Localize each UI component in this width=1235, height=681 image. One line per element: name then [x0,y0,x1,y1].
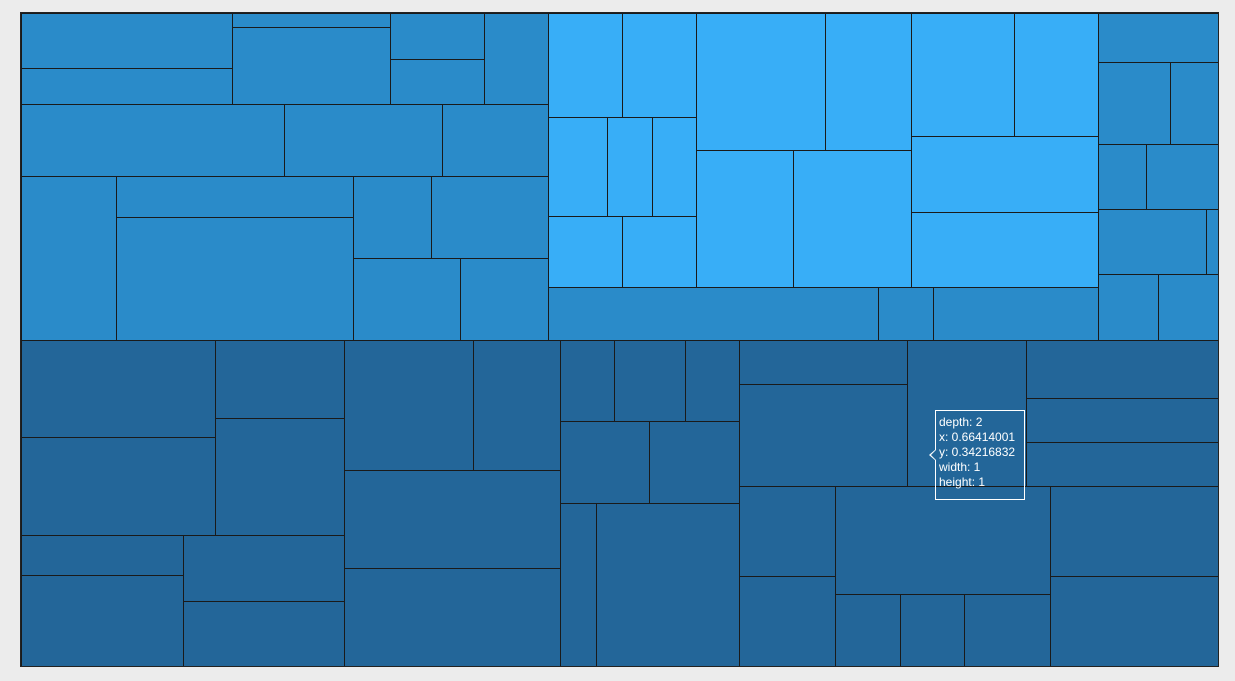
tooltip-height: height: 1 [939,475,986,489]
treemap-cell-11[interactable] [21,176,117,341]
treemap-cell-6[interactable] [390,59,485,105]
treemap-cell-12[interactable] [116,176,354,218]
treemap-cell-9[interactable] [284,104,443,177]
tooltip-pointer [929,449,936,461]
treemap-cell-62[interactable] [560,503,597,667]
treemap-cell-61[interactable] [649,421,740,504]
treemap-cell-47[interactable] [215,340,345,419]
treemap-cell-24[interactable] [622,216,697,288]
treemap-cell-46[interactable] [21,437,216,536]
treemap-cell-55[interactable] [344,470,561,569]
treemap-cell-16[interactable] [353,258,461,341]
treemap-canvas [21,13,1218,666]
treemap-cell-33[interactable] [548,287,879,341]
treemap-cell-64[interactable] [739,340,908,385]
treemap-cell-8[interactable] [21,104,285,177]
treemap-cell-45[interactable] [21,340,216,438]
tooltip-width: width: 1 [939,460,981,474]
treemap-cell-3[interactable] [232,13,391,28]
treemap-cell-23[interactable] [548,216,623,288]
treemap-cell-31[interactable] [911,136,1099,213]
treemap-cell-69[interactable] [1026,442,1219,487]
treemap-cell-59[interactable] [685,340,740,422]
treemap-cell-10[interactable] [442,104,549,177]
treemap-cell-54[interactable] [473,340,561,471]
tooltip-x: x: 0.66414001 [939,430,1016,444]
treemap-cell-27[interactable] [696,150,794,288]
treemap-cell-65[interactable] [739,384,908,487]
treemap-cell-34[interactable] [878,287,934,341]
treemap-cell-17[interactable] [460,258,549,341]
treemap-cell-13[interactable] [116,217,354,341]
treemap-chart: depth: 2 x: 0.66414001 y: 0.34216832 wid… [20,12,1219,667]
treemap-cell-22[interactable] [652,117,697,217]
treemap-cell-68[interactable] [1026,398,1219,443]
treemap-cell-70[interactable] [739,486,836,577]
treemap-cell-63[interactable] [596,503,740,667]
treemap-cell-60[interactable] [560,421,650,504]
treemap-cell-77[interactable] [1050,576,1219,667]
treemap-cell-21[interactable] [607,117,653,217]
treemap-cell-5[interactable] [390,13,485,60]
treemap-cell-72[interactable] [835,486,1051,595]
treemap-cell-25[interactable] [696,13,826,151]
treemap-cell-29[interactable] [911,13,1015,137]
treemap-cell-35[interactable] [933,287,1099,341]
treemap-cell-51[interactable] [183,535,345,602]
tooltip-y: y: 0.34216832 [939,445,1016,459]
treemap-cell-2[interactable] [21,68,233,105]
treemap-cell-41[interactable] [1098,209,1207,275]
treemap-cell-50[interactable] [21,575,184,667]
treemap-cell-18[interactable] [548,13,623,118]
tooltip-depth: depth: 2 [939,415,983,429]
treemap-cell-49[interactable] [21,535,184,576]
treemap-cell-14[interactable] [353,176,432,259]
treemap-cell-52[interactable] [183,601,345,667]
treemap-cell-26[interactable] [825,13,912,151]
treemap-cell-39[interactable] [1098,144,1147,210]
treemap-cell-19[interactable] [622,13,697,118]
treemap-cell-44[interactable] [1158,274,1219,341]
treemap-cell-38[interactable] [1170,62,1219,145]
treemap-cell-4[interactable] [232,27,391,105]
treemap-cell-20[interactable] [548,117,608,217]
treemap-cell-48[interactable] [215,418,345,536]
treemap-cell-71[interactable] [739,576,836,667]
treemap-cell-32[interactable] [911,212,1099,288]
treemap-cell-28[interactable] [793,150,912,288]
treemap-cell-40[interactable] [1146,144,1219,210]
treemap-cell-7[interactable] [484,13,549,105]
treemap-cell-43[interactable] [1098,274,1159,341]
treemap-cell-15[interactable] [431,176,549,259]
treemap-cell-75[interactable] [964,594,1051,667]
treemap-cell-67[interactable] [1026,340,1219,399]
treemap-cell-56[interactable] [344,568,561,667]
treemap-cell-57[interactable] [560,340,615,422]
treemap-cell-58[interactable] [614,340,686,422]
treemap-cell-66[interactable] [907,340,1027,487]
treemap-cell-1[interactable] [21,13,233,69]
treemap-cell-37[interactable] [1098,62,1171,145]
treemap-cell-30[interactable] [1014,13,1099,137]
treemap-cell-74[interactable] [900,594,965,667]
treemap-cell-73[interactable] [835,594,901,667]
tooltip: depth: 2 x: 0.66414001 y: 0.34216832 wid… [929,410,1025,500]
treemap-cell-76[interactable] [1050,486,1219,577]
treemap-cell-36[interactable] [1098,13,1219,63]
treemap-cell-42[interactable] [1206,209,1219,275]
treemap-cell-53[interactable] [344,340,474,471]
